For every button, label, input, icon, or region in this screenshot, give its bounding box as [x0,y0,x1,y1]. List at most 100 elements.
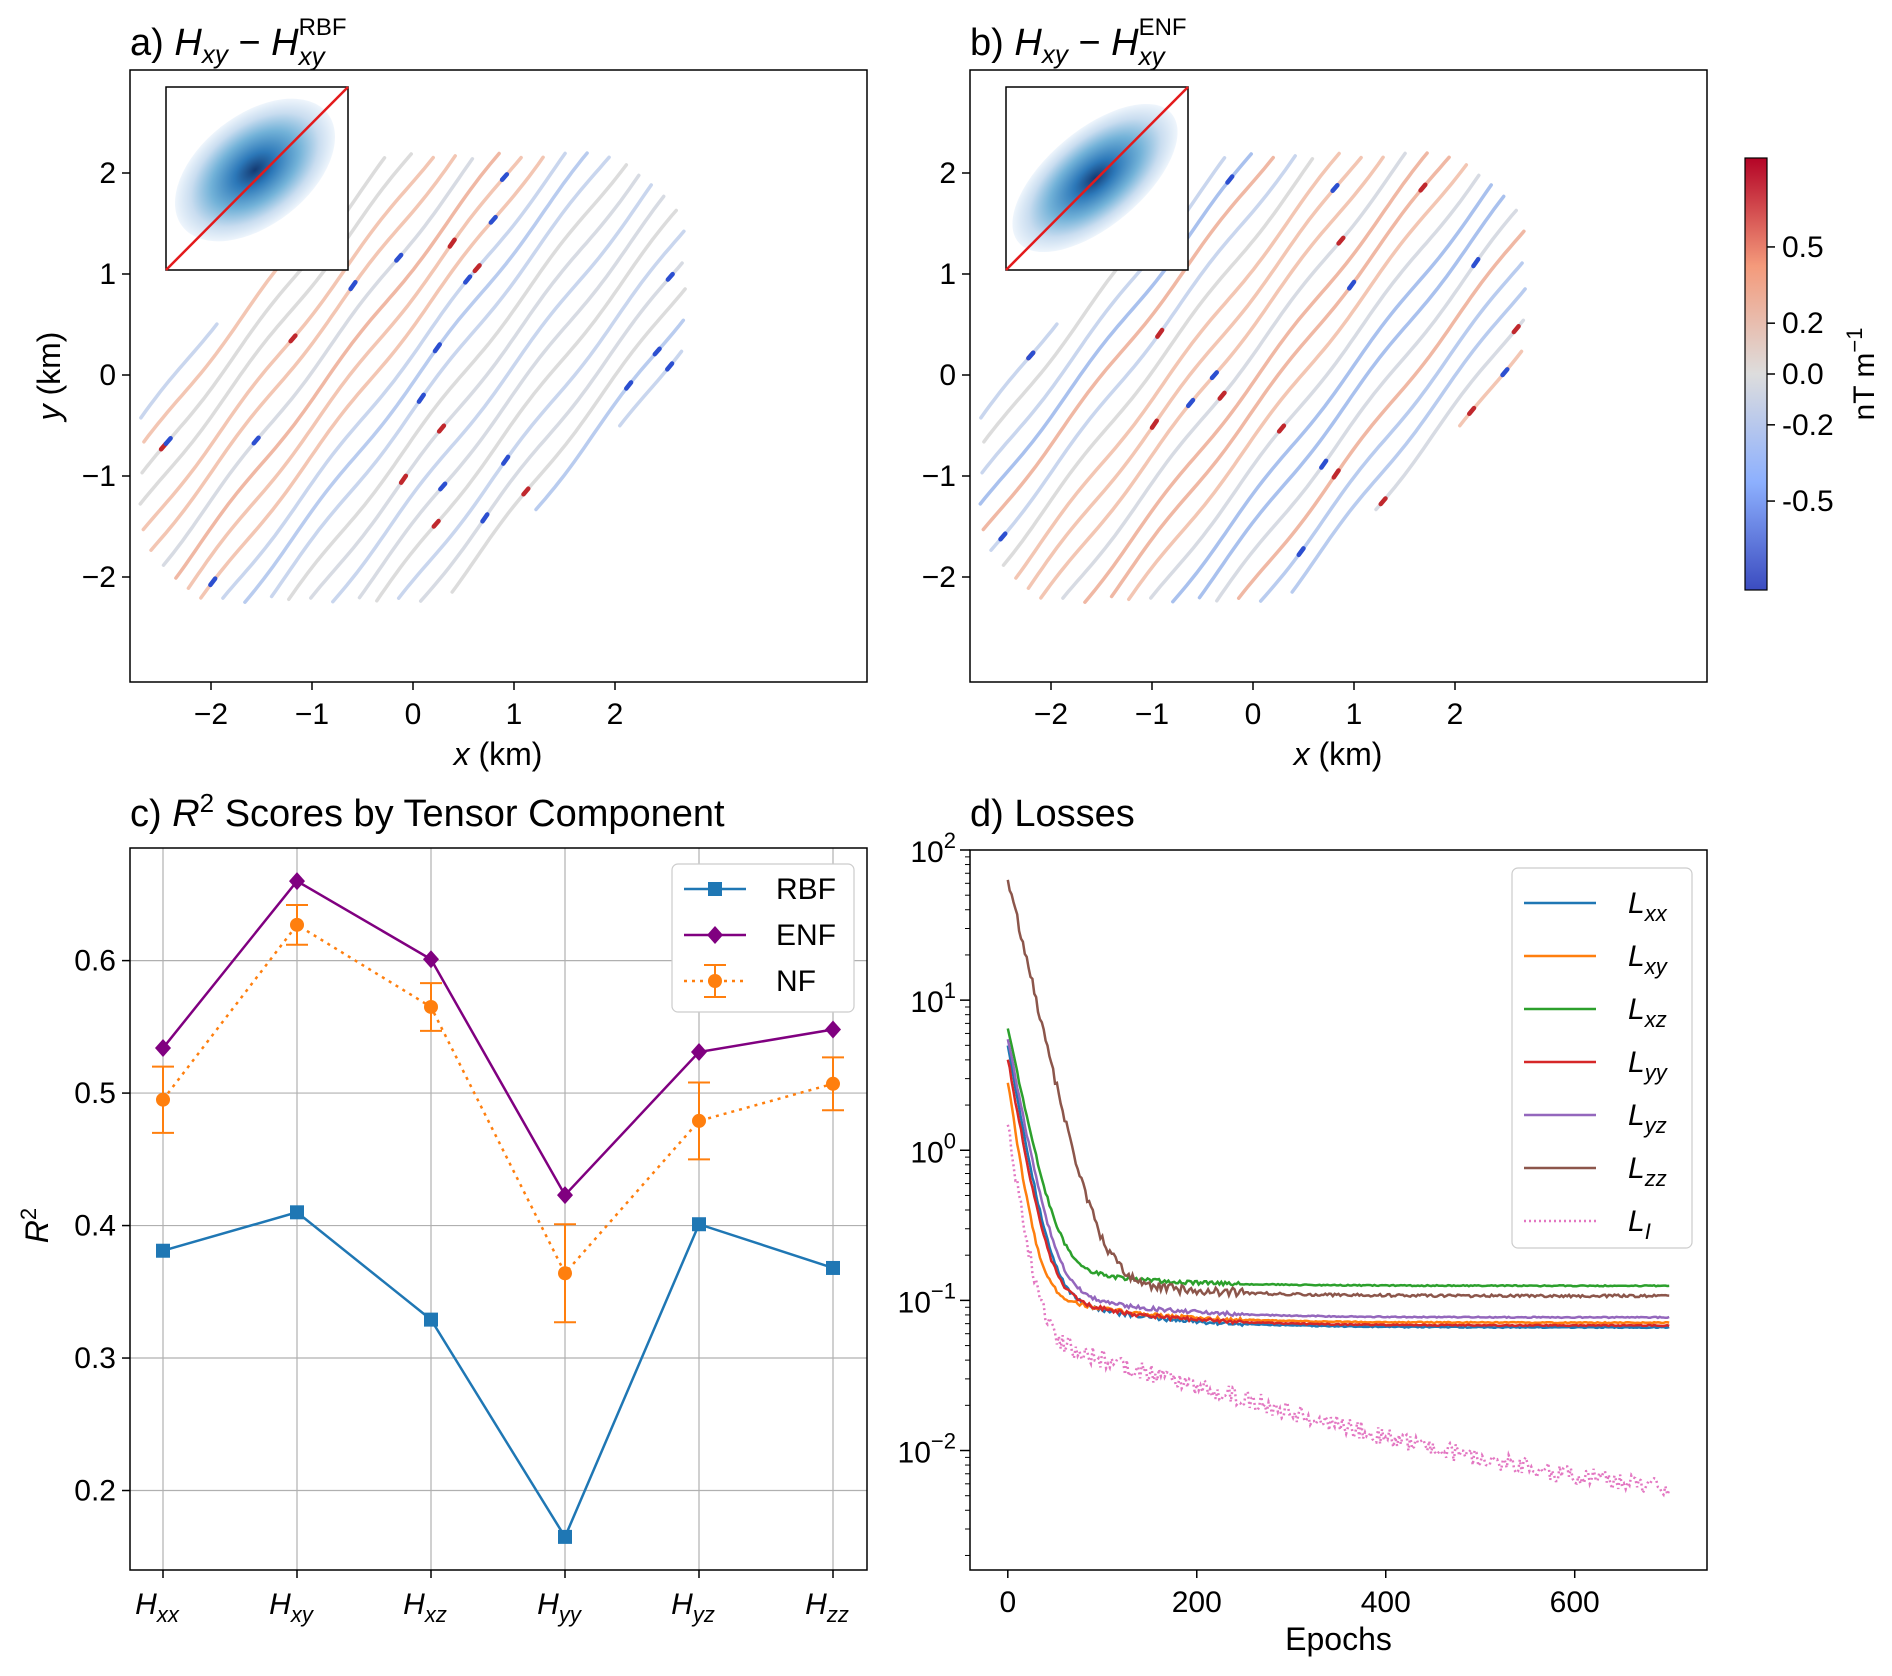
survey-track [978,152,1253,506]
point-nf-xy [290,917,304,932]
anomaly-segment [1217,390,1227,401]
y-tick-label: 100 [910,1128,956,1169]
colorbar-label: nT m−1 [1842,328,1881,421]
y-tick-label: 0.3 [74,1342,116,1375]
survey-track [1014,151,1341,580]
x-tick-label: 0 [1245,698,1262,731]
anomaly-segment [998,531,1008,542]
y-axis-label: R2 [16,1208,55,1243]
x-tick-label: −2 [1034,698,1068,731]
anomaly-segment [472,263,482,274]
colorbar-gradient [1744,157,1768,591]
y-tick-label: 1 [99,258,116,291]
anomaly-segment [1336,235,1346,246]
y-tick-label: 0 [939,359,956,392]
map-a-xlabel: x (km) [452,736,543,772]
legend-label-nf: NF [776,965,816,998]
loss-chart-frame [969,849,1708,1571]
point-nf-yy [558,1266,572,1281]
x-tick-label: 2 [607,698,624,731]
loss-line-zz [1006,879,1670,1300]
x-tick-label: −1 [295,698,329,731]
survey-track [139,322,219,420]
survey-track [396,229,686,600]
loss-line-xz [1006,1028,1670,1288]
survey-track [287,163,629,602]
anomaly-segment [1296,546,1306,558]
anomaly-segment [251,435,261,446]
survey-track [1127,163,1469,602]
survey-track [375,208,678,603]
anomaly-segment [1276,423,1287,434]
point-rbf-xy [290,1205,304,1220]
anomaly-segment [438,481,448,492]
survey-track [309,173,641,600]
anomaly-segment [665,361,675,372]
x-tick-label: Hxy [269,1588,315,1627]
anomaly-segment [499,172,510,183]
panel-d-title: d) Losses [970,793,1135,835]
x-tick-label: 1 [1346,698,1363,731]
colorbar-tick-label: 0.0 [1782,358,1824,391]
anomaly-segment [431,518,441,529]
survey-track [1290,287,1527,594]
survey-track [138,152,413,506]
anomaly-segment [163,436,173,446]
y-tick-label: −1 [82,460,116,493]
anomaly-segment [1378,496,1388,507]
x-tick-label: Hyy [537,1588,583,1627]
survey-track [1197,194,1506,600]
survey-track [1215,208,1518,603]
survey-track [269,155,611,599]
y-tick-label: 0.2 [74,1475,116,1508]
survey-track [331,183,653,604]
map-b-frame [969,69,1708,683]
legend-label-lyz: Lyz [1628,1099,1667,1138]
x-tick-label: 0 [999,1586,1016,1619]
anomaly-segment [480,512,490,524]
y-tick-label: 0.5 [74,1077,116,1110]
r2-legend: RBF ENF NF [671,863,855,1013]
series-nf [152,903,844,1324]
survey-track [141,155,435,532]
map-a-ylabel: y (km) [31,332,67,423]
r2-chart-frame [129,847,868,1571]
map-a-axes: −2 −1 0 1 2 2 1 0 −1 −2 [82,157,624,731]
point-enf-yz [691,1043,707,1062]
x-tick-label: 1 [506,698,523,731]
y-tick-label: 10−2 [898,1429,956,1470]
survey-track [161,157,475,567]
legend-label-lzz: Lzz [1628,1152,1667,1191]
colorbar-tick-label: -0.2 [1782,409,1834,442]
loss-line-yy [1006,1059,1670,1328]
legend-label-li: LI [1628,1205,1651,1244]
y-tick-label: 2 [99,157,116,190]
x-tick-label: −1 [1135,698,1169,731]
survey-track [979,322,1059,420]
anomaly-segment [1331,468,1341,480]
x-tick-label: 600 [1550,1586,1600,1619]
legend-label-lyy: Lyy [1628,1046,1669,1085]
y-tick-label: 0.4 [74,1210,116,1243]
series-rbf [156,1205,840,1544]
survey-track [981,155,1275,532]
survey-track [982,238,1143,444]
y-tick-label: 0 [99,359,116,392]
x-tick-label: 400 [1361,1586,1411,1619]
anomaly-segment [288,333,298,344]
colorbar-tick-label: 0.2 [1782,307,1824,340]
legend-label-lxz: Lxz [1628,993,1667,1032]
anomaly-segment [398,473,409,485]
panel-b-title: b) Hxy − HxyENF [970,14,1187,71]
panel-c-title: c) R2 Scores by Tensor Component [130,788,725,835]
point-nf-zz [826,1076,840,1091]
colorbar: 0.5 0.2 0.0 -0.2 -0.5 nT m−1 [1744,157,1881,591]
survey-track [1236,229,1526,600]
survey-track [1374,318,1526,512]
anomaly-segment [1149,418,1160,430]
anomaly-segment [1418,182,1428,193]
anomaly-segment [463,274,473,285]
colorbar-tick-label: 0.5 [1782,231,1824,264]
point-enf-xy [289,872,305,891]
